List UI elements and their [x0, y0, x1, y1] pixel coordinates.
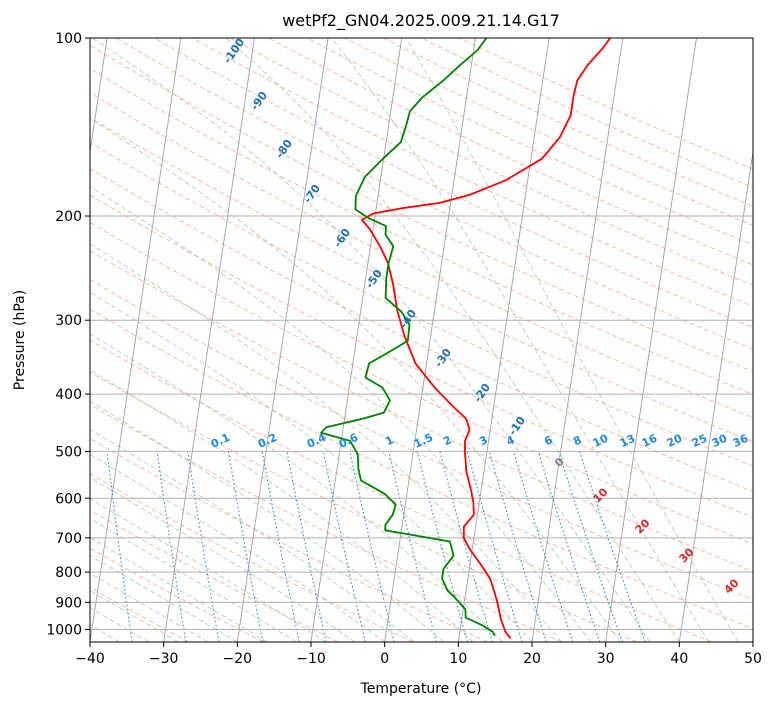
dry-adiabat [90, 339, 712, 642]
mixing-ratio-line [156, 451, 187, 642]
y-axis-label: Pressure (hPa) [12, 290, 28, 390]
dry-adiabat [90, 116, 753, 443]
mixing-ratio-label: 36 [731, 432, 751, 450]
mixing-ratio-line [513, 451, 574, 642]
moist-adiabat [90, 453, 385, 642]
isotherm-line [678, 148, 753, 642]
mixing-ratio-line [416, 451, 469, 642]
y-tick-label: 200 [55, 209, 82, 225]
isotherm-line [163, 38, 255, 642]
isotherm-line [310, 38, 403, 642]
isotherm-line [90, 38, 182, 642]
moist-adiabat [406, 38, 739, 642]
isotherm-line [384, 38, 476, 642]
mixing-ratio-label: 25 [690, 432, 709, 450]
moist-adiabat [90, 369, 474, 642]
moist-adiabat [90, 291, 533, 642]
dewpoint-profile-line [320, 38, 496, 637]
dry-adiabat [230, 38, 753, 286]
y-tick-label: 600 [55, 491, 82, 507]
x-tick-label: −30 [149, 651, 179, 667]
mixing-ratio-label: 10 [591, 432, 611, 450]
moist-adiabat [225, 38, 680, 642]
mixing-ratio-line [106, 451, 133, 642]
moist-adiabat [90, 554, 238, 642]
isotherm-line [531, 38, 624, 642]
background-lines [90, 38, 753, 642]
dry-adiabat [90, 547, 264, 642]
y-tick-label: 900 [55, 595, 82, 611]
dry-adiabat [192, 38, 753, 307]
dry-adiabat [115, 38, 753, 350]
moist-adiabat [90, 333, 503, 642]
dry-adiabat [90, 250, 753, 572]
dry-adiabat [153, 38, 753, 329]
plot-frame [89, 37, 754, 643]
moist-adiabat [90, 400, 444, 642]
y-axis: 100 200 300 400 500 600 700 800 900 1000 [46, 31, 90, 638]
dry-adiabat [90, 279, 753, 601]
x-tick-label: 30 [597, 651, 615, 667]
sounding-profiles [320, 38, 611, 639]
y-tick-label: 400 [55, 387, 82, 403]
mixing-ratio-line [322, 451, 366, 642]
dry-adiabat [90, 308, 753, 630]
x-tick-label: 40 [670, 651, 688, 667]
mixing-ratio-label: 13 [618, 432, 637, 450]
isotherm-line [605, 38, 697, 642]
moist-adiabat [90, 536, 268, 642]
x-tick-label: 50 [744, 651, 762, 667]
isotherm-line [457, 38, 550, 642]
isotherm-line [236, 38, 329, 642]
mixing-ratio-line [558, 451, 623, 642]
moist-adiabat [92, 38, 651, 642]
x-tick-label: −10 [296, 651, 326, 667]
x-tick-label: 10 [449, 651, 467, 667]
moist-adiabat [90, 117, 621, 642]
y-tick-label: 300 [55, 313, 82, 329]
mixing-ratio-label: 20 [665, 432, 685, 450]
dry-adiabat [90, 438, 488, 642]
mixing-ratio-label: 16 [640, 432, 660, 450]
moist-adiabat [90, 517, 297, 642]
y-tick-label: 1000 [46, 622, 82, 638]
mixing-ratio-label: 30 [710, 432, 730, 450]
moist-adiabat [90, 572, 209, 642]
y-tick-label: 800 [55, 565, 82, 581]
x-tick-label: 0 [380, 651, 389, 667]
moist-adiabat [90, 243, 562, 642]
mixing-ratio-line [388, 451, 437, 642]
dry-adiabat [90, 167, 753, 493]
y-tick-label: 700 [55, 531, 82, 547]
y-tick-label: 500 [55, 444, 82, 460]
dry-adiabat [90, 371, 638, 642]
moist-adiabat [331, 38, 710, 642]
mixing-ratio-line [439, 451, 493, 642]
mixing-ratio-line [349, 451, 395, 642]
x-tick-label: 20 [523, 651, 541, 667]
dry-adiabat [90, 194, 753, 518]
mixing-ratio-line [286, 451, 327, 642]
mixing-ratio-line [537, 451, 601, 642]
moist-adiabat [90, 185, 592, 642]
dry-adiabat [90, 142, 753, 467]
moist-adiabat [90, 589, 179, 642]
x-axis-label: Temperature (°C) [360, 681, 482, 697]
chart-title: wetPf2_GN04.2025.009.21.14.G17 [282, 11, 560, 31]
moist-adiabat [90, 428, 415, 642]
mixing-ratio-line [488, 451, 547, 642]
x-axis: −40 −30 −20 −10 0 10 20 30 40 50 [75, 642, 762, 667]
y-tick-label: 100 [55, 31, 82, 47]
isobar-grid [90, 38, 753, 630]
mixing-ratio-line [578, 451, 646, 642]
isotherm-line [90, 38, 108, 155]
mixing-ratio-line [187, 451, 220, 642]
mixing-ratio-line [466, 451, 523, 642]
x-tick-label: −20 [223, 651, 253, 667]
temperature-profile-line [361, 38, 611, 639]
moist-adiabat [90, 476, 356, 642]
x-tick-label: −40 [75, 651, 105, 667]
